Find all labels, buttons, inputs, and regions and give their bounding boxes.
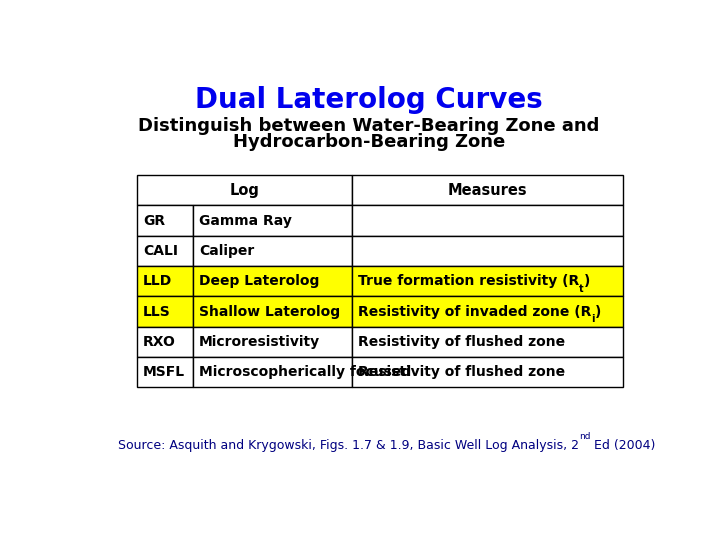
Bar [193, 205, 352, 235]
Text: Resistivity of invaded zone (R: Resistivity of invaded zone (R [358, 305, 591, 319]
Bar [352, 205, 623, 235]
Text: Gamma Ray: Gamma Ray [199, 213, 292, 227]
Bar [352, 175, 623, 205]
Text: Hydrocarbon-Bearing Zone: Hydrocarbon-Bearing Zone [233, 133, 505, 151]
Text: Microscopherically focused: Microscopherically focused [199, 365, 411, 379]
Text: i: i [591, 314, 595, 324]
Text: MSFL: MSFL [143, 365, 185, 379]
Bar [352, 327, 623, 357]
Text: Log: Log [230, 183, 260, 198]
Text: LLS: LLS [143, 305, 171, 319]
Bar [352, 296, 623, 327]
Bar [138, 327, 193, 357]
Bar [193, 235, 352, 266]
Text: Microresistivity: Microresistivity [199, 335, 320, 349]
Text: t: t [579, 284, 584, 294]
Text: GR: GR [143, 213, 165, 227]
Text: Ed (2004): Ed (2004) [590, 439, 656, 452]
Text: Shallow Laterolog: Shallow Laterolog [199, 305, 340, 319]
Text: LLD: LLD [143, 274, 172, 288]
Text: RXO: RXO [143, 335, 176, 349]
Text: nd: nd [579, 431, 590, 441]
Bar [138, 235, 193, 266]
Text: Measures: Measures [448, 183, 527, 198]
Text: Resistivity of flushed zone: Resistivity of flushed zone [358, 335, 565, 349]
Text: Deep Laterolog: Deep Laterolog [199, 274, 319, 288]
Bar [193, 357, 352, 388]
Bar [193, 266, 352, 296]
Bar [138, 205, 193, 235]
Bar [138, 175, 352, 205]
Text: ): ) [595, 305, 601, 319]
Text: Distinguish between Water-Bearing Zone and: Distinguish between Water-Bearing Zone a… [138, 117, 600, 135]
Text: Dual Laterolog Curves: Dual Laterolog Curves [195, 85, 543, 113]
Bar [352, 357, 623, 388]
Text: ): ) [584, 274, 590, 288]
Bar [352, 235, 623, 266]
Bar [193, 296, 352, 327]
Text: Source: Asquith and Krygowski, Figs. 1.7 & 1.9, Basic Well Log Analysis, 2: Source: Asquith and Krygowski, Figs. 1.7… [118, 439, 579, 452]
Text: True formation resistivity (R: True formation resistivity (R [358, 274, 579, 288]
Bar [193, 327, 352, 357]
Bar [138, 266, 193, 296]
Text: CALI: CALI [143, 244, 178, 258]
Text: Caliper: Caliper [199, 244, 254, 258]
Bar [138, 296, 193, 327]
Bar [352, 266, 623, 296]
Bar [138, 357, 193, 388]
Text: Resistivity of flushed zone: Resistivity of flushed zone [358, 365, 565, 379]
